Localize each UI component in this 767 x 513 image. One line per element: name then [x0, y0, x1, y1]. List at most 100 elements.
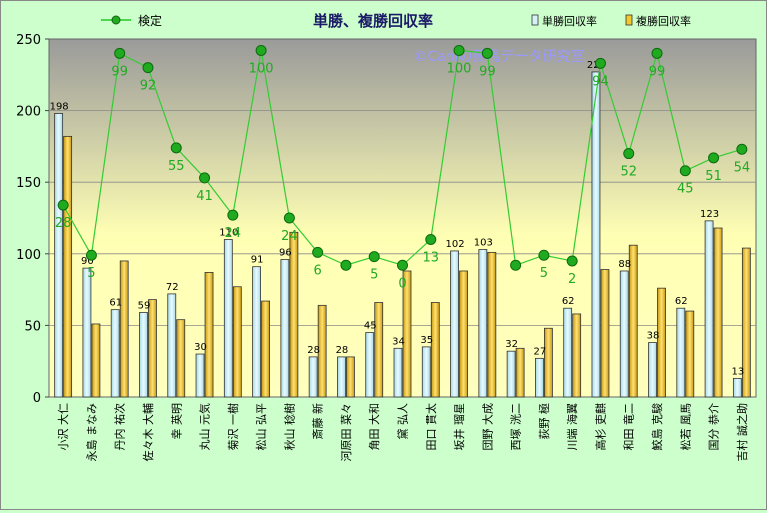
line-point	[57, 199, 69, 211]
legend-bar-b-label: 複勝回収率	[636, 14, 691, 28]
y-axis: 0 50 100 150 200 250	[16, 33, 49, 406]
x-tick-label: 荻野 極	[537, 403, 551, 440]
bar-fukusho	[119, 260, 129, 398]
bar-tansho	[619, 270, 629, 398]
bar-fukusho	[487, 251, 497, 398]
line-point-label: 28	[55, 216, 72, 231]
x-tick-label: 幸 英明	[169, 403, 183, 440]
bar-tansho-label: 34	[392, 336, 405, 347]
bar-tansho-label: 110	[219, 227, 238, 238]
bar-tansho	[223, 239, 233, 398]
line-point-label: 52	[620, 165, 637, 180]
bar-tansho-label: 123	[700, 209, 719, 220]
x-tick-label: 松山 弘平	[254, 403, 268, 451]
bar-tansho-label: 13	[731, 366, 744, 377]
plot-area	[48, 38, 757, 398]
bar-tansho-label: 27	[534, 346, 547, 357]
legend-line-marker	[111, 15, 121, 25]
bar-tansho-label: 45	[364, 321, 377, 332]
line-point	[142, 62, 154, 74]
line-point	[453, 44, 465, 56]
bar-fukusho	[176, 319, 186, 398]
bar-tansho-label: 32	[505, 339, 518, 350]
line-point-label: 92	[140, 79, 157, 94]
bar-fukusho	[572, 313, 582, 398]
line-point	[510, 259, 522, 271]
bar-tansho-label: 198	[50, 101, 69, 112]
bar-tansho	[563, 307, 573, 398]
legend-line-label: 検定	[138, 13, 162, 28]
line-point-label: 94	[592, 74, 609, 89]
x-tick-label: 田口 貫太	[425, 403, 438, 451]
line-point-label: 51	[705, 169, 722, 184]
x-tick-label: 国分 恭介	[708, 403, 721, 451]
bar-tansho-label: 28	[307, 345, 320, 356]
x-tick-label: 角田 大和	[367, 403, 381, 451]
bar-fukusho	[317, 304, 327, 398]
line-point-label: 2	[568, 272, 576, 287]
bar-tansho-label: 62	[562, 296, 575, 307]
x-tick-label: 丸山 元気	[198, 403, 212, 451]
line-point-label: 13	[423, 250, 440, 265]
x-tick-label: 吉村 誠之助	[735, 403, 749, 462]
bar-fukusho	[430, 302, 440, 398]
line-point-label: 5	[87, 266, 95, 281]
y-tick-label: 50	[24, 319, 41, 334]
line-point	[651, 47, 663, 59]
line-point	[170, 142, 182, 154]
x-tick-label: 鮫島 克駿	[650, 403, 664, 451]
bar-tansho-label: 91	[251, 255, 264, 266]
bar-tansho	[676, 307, 686, 398]
line-point-label: 24	[225, 226, 242, 241]
legend-bar-a-label: 単勝回収率	[542, 14, 597, 28]
bar-tansho-label: 61	[109, 298, 122, 309]
bar-tansho	[82, 267, 92, 398]
y-tick-label: 0	[33, 391, 41, 406]
bar-fukusho	[515, 347, 525, 398]
legend-bar-a-swatch	[531, 14, 539, 26]
bar-fukusho	[459, 270, 468, 398]
bar-fukusho	[63, 135, 73, 398]
bar-tansho	[139, 312, 148, 398]
bar-tansho-label: 59	[138, 301, 151, 312]
bar-tansho	[280, 259, 290, 398]
line-point	[85, 249, 97, 261]
line-point-label: 99	[649, 64, 666, 79]
legend-bar-b-swatch	[625, 14, 633, 26]
bar-tansho	[704, 220, 714, 398]
line-point	[312, 246, 324, 258]
bar-tansho	[506, 350, 516, 398]
bar-tansho	[450, 250, 459, 398]
bar-tansho	[308, 356, 318, 398]
bar-tansho-label: 28	[336, 345, 349, 356]
line-point	[623, 148, 635, 160]
y-tick-label: 250	[16, 33, 41, 48]
x-tick-label: 河原田 菜々	[340, 403, 353, 462]
x-tick-label: 斎藤 新	[311, 403, 325, 440]
line-point	[538, 249, 550, 261]
bar-fukusho	[374, 302, 384, 398]
bar-tansho	[421, 346, 431, 398]
x-tick-label: 秋山 稔樹	[282, 403, 296, 451]
line-point-label: 99	[479, 64, 496, 79]
grid-lines	[49, 110, 756, 326]
line-point	[227, 209, 239, 221]
bar-tansho-label: 88	[618, 259, 631, 270]
bar-tansho	[252, 266, 262, 398]
x-tick-label: 永島 まなみ	[84, 403, 98, 462]
bar-tansho	[393, 347, 403, 398]
line-point-label: 6	[314, 263, 322, 278]
bar-tansho	[535, 357, 544, 398]
bar-tansho	[54, 113, 64, 398]
x-tick-label: 西塚 洸二	[509, 403, 523, 451]
line-point	[255, 44, 267, 56]
bar-tansho-label: 96	[279, 248, 292, 259]
bar-fukusho	[544, 327, 553, 398]
x-axis-labels: 小沢 大仁 永島 まなみ 丹内 祐次 佐々木 大輔幸 英明 丸山 元気 菊沢 一樹 松山 弘…	[56, 403, 749, 462]
bar-fukusho	[148, 299, 157, 398]
line-point	[566, 255, 578, 267]
bar-tansho	[167, 293, 177, 398]
